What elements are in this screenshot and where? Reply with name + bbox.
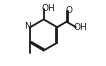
Text: O: O [65,6,72,15]
Text: OH: OH [73,23,87,32]
Text: OH: OH [41,4,55,13]
Text: N: N [24,22,31,31]
